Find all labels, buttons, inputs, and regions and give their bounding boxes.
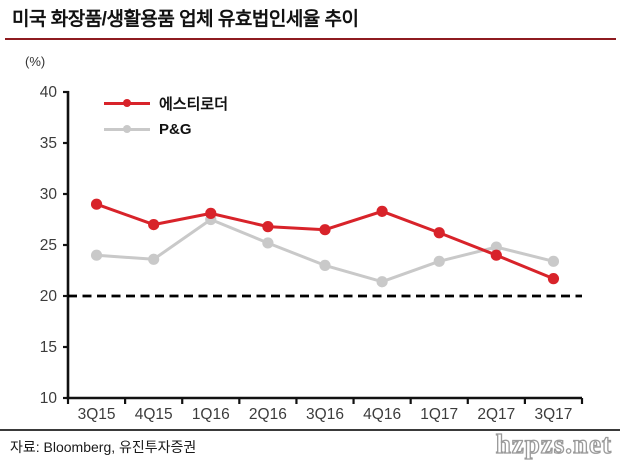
series-point-1 bbox=[319, 259, 331, 271]
legend-label-estee-lauder: 에스티로더 bbox=[159, 95, 229, 113]
series-point-0 bbox=[319, 224, 331, 236]
series-point-1 bbox=[433, 255, 445, 267]
pg-dot-marker bbox=[123, 125, 131, 133]
chart-title: 미국 화장품/생활용품 업체 유효법인세율 추이 bbox=[12, 9, 359, 30]
y-axis-tick-label: 10 bbox=[40, 390, 58, 407]
x-axis-tick-label: 3Q15 bbox=[78, 406, 116, 423]
series-point-0 bbox=[262, 221, 274, 233]
y-axis-tick-label: 35 bbox=[40, 135, 57, 152]
x-axis-tick-label: 3Q17 bbox=[534, 406, 572, 423]
series-point-0 bbox=[547, 273, 560, 285]
series-point-1 bbox=[90, 249, 103, 261]
x-axis-tick-label: 3Q16 bbox=[306, 406, 344, 423]
series-point-0 bbox=[490, 249, 502, 261]
estee-lauder-line-marker bbox=[104, 99, 150, 107]
series-point-0 bbox=[148, 219, 160, 231]
x-axis-tick-label: 4Q16 bbox=[363, 406, 401, 423]
y-axis-tick-label: 20 bbox=[40, 288, 58, 305]
site-watermark: hzpzs.net bbox=[495, 428, 612, 459]
series-point-0 bbox=[90, 198, 103, 210]
y-axis-tick-label: 15 bbox=[40, 339, 57, 356]
x-axis-tick-label: 1Q16 bbox=[192, 406, 230, 423]
source-attribution: 자료: Bloomberg, 유진투자증권 bbox=[10, 439, 197, 455]
pg-line-marker bbox=[104, 125, 150, 133]
x-axis-tick-label: 2Q17 bbox=[477, 406, 515, 423]
x-axis-tick-label: 4Q15 bbox=[135, 406, 173, 423]
legend-item-pg: P&G bbox=[104, 116, 228, 142]
series-point-1 bbox=[376, 276, 388, 288]
title-underline bbox=[5, 38, 616, 40]
estee-lauder-dot-marker bbox=[123, 99, 131, 107]
footer-divider bbox=[0, 429, 620, 431]
legend-label-pg: P&G bbox=[159, 120, 192, 138]
series-point-0 bbox=[376, 205, 388, 217]
series-point-1 bbox=[148, 253, 160, 265]
series-point-1 bbox=[547, 255, 560, 267]
y-axis-unit-label: (%) bbox=[25, 54, 46, 69]
chart-legend: 에스티로더 P&G bbox=[104, 90, 228, 142]
series-point-0 bbox=[205, 207, 217, 219]
legend-item-estee-lauder: 에스티로더 bbox=[104, 90, 228, 116]
series-point-1 bbox=[262, 237, 274, 249]
y-axis-tick-label: 25 bbox=[40, 237, 57, 254]
y-axis-tick-label: 40 bbox=[40, 84, 58, 101]
x-axis-tick-label: 1Q17 bbox=[420, 406, 458, 423]
x-axis-tick-label: 2Q16 bbox=[249, 406, 287, 423]
series-point-0 bbox=[433, 227, 445, 239]
y-axis-tick-label: 30 bbox=[40, 186, 58, 203]
series-point-1 bbox=[490, 241, 502, 253]
line-chart: 40 35 30 25 20 15 10 3Q15 4Q15 1Q16 2Q16 3Q16 4Q16 1Q… bbox=[40, 84, 584, 423]
